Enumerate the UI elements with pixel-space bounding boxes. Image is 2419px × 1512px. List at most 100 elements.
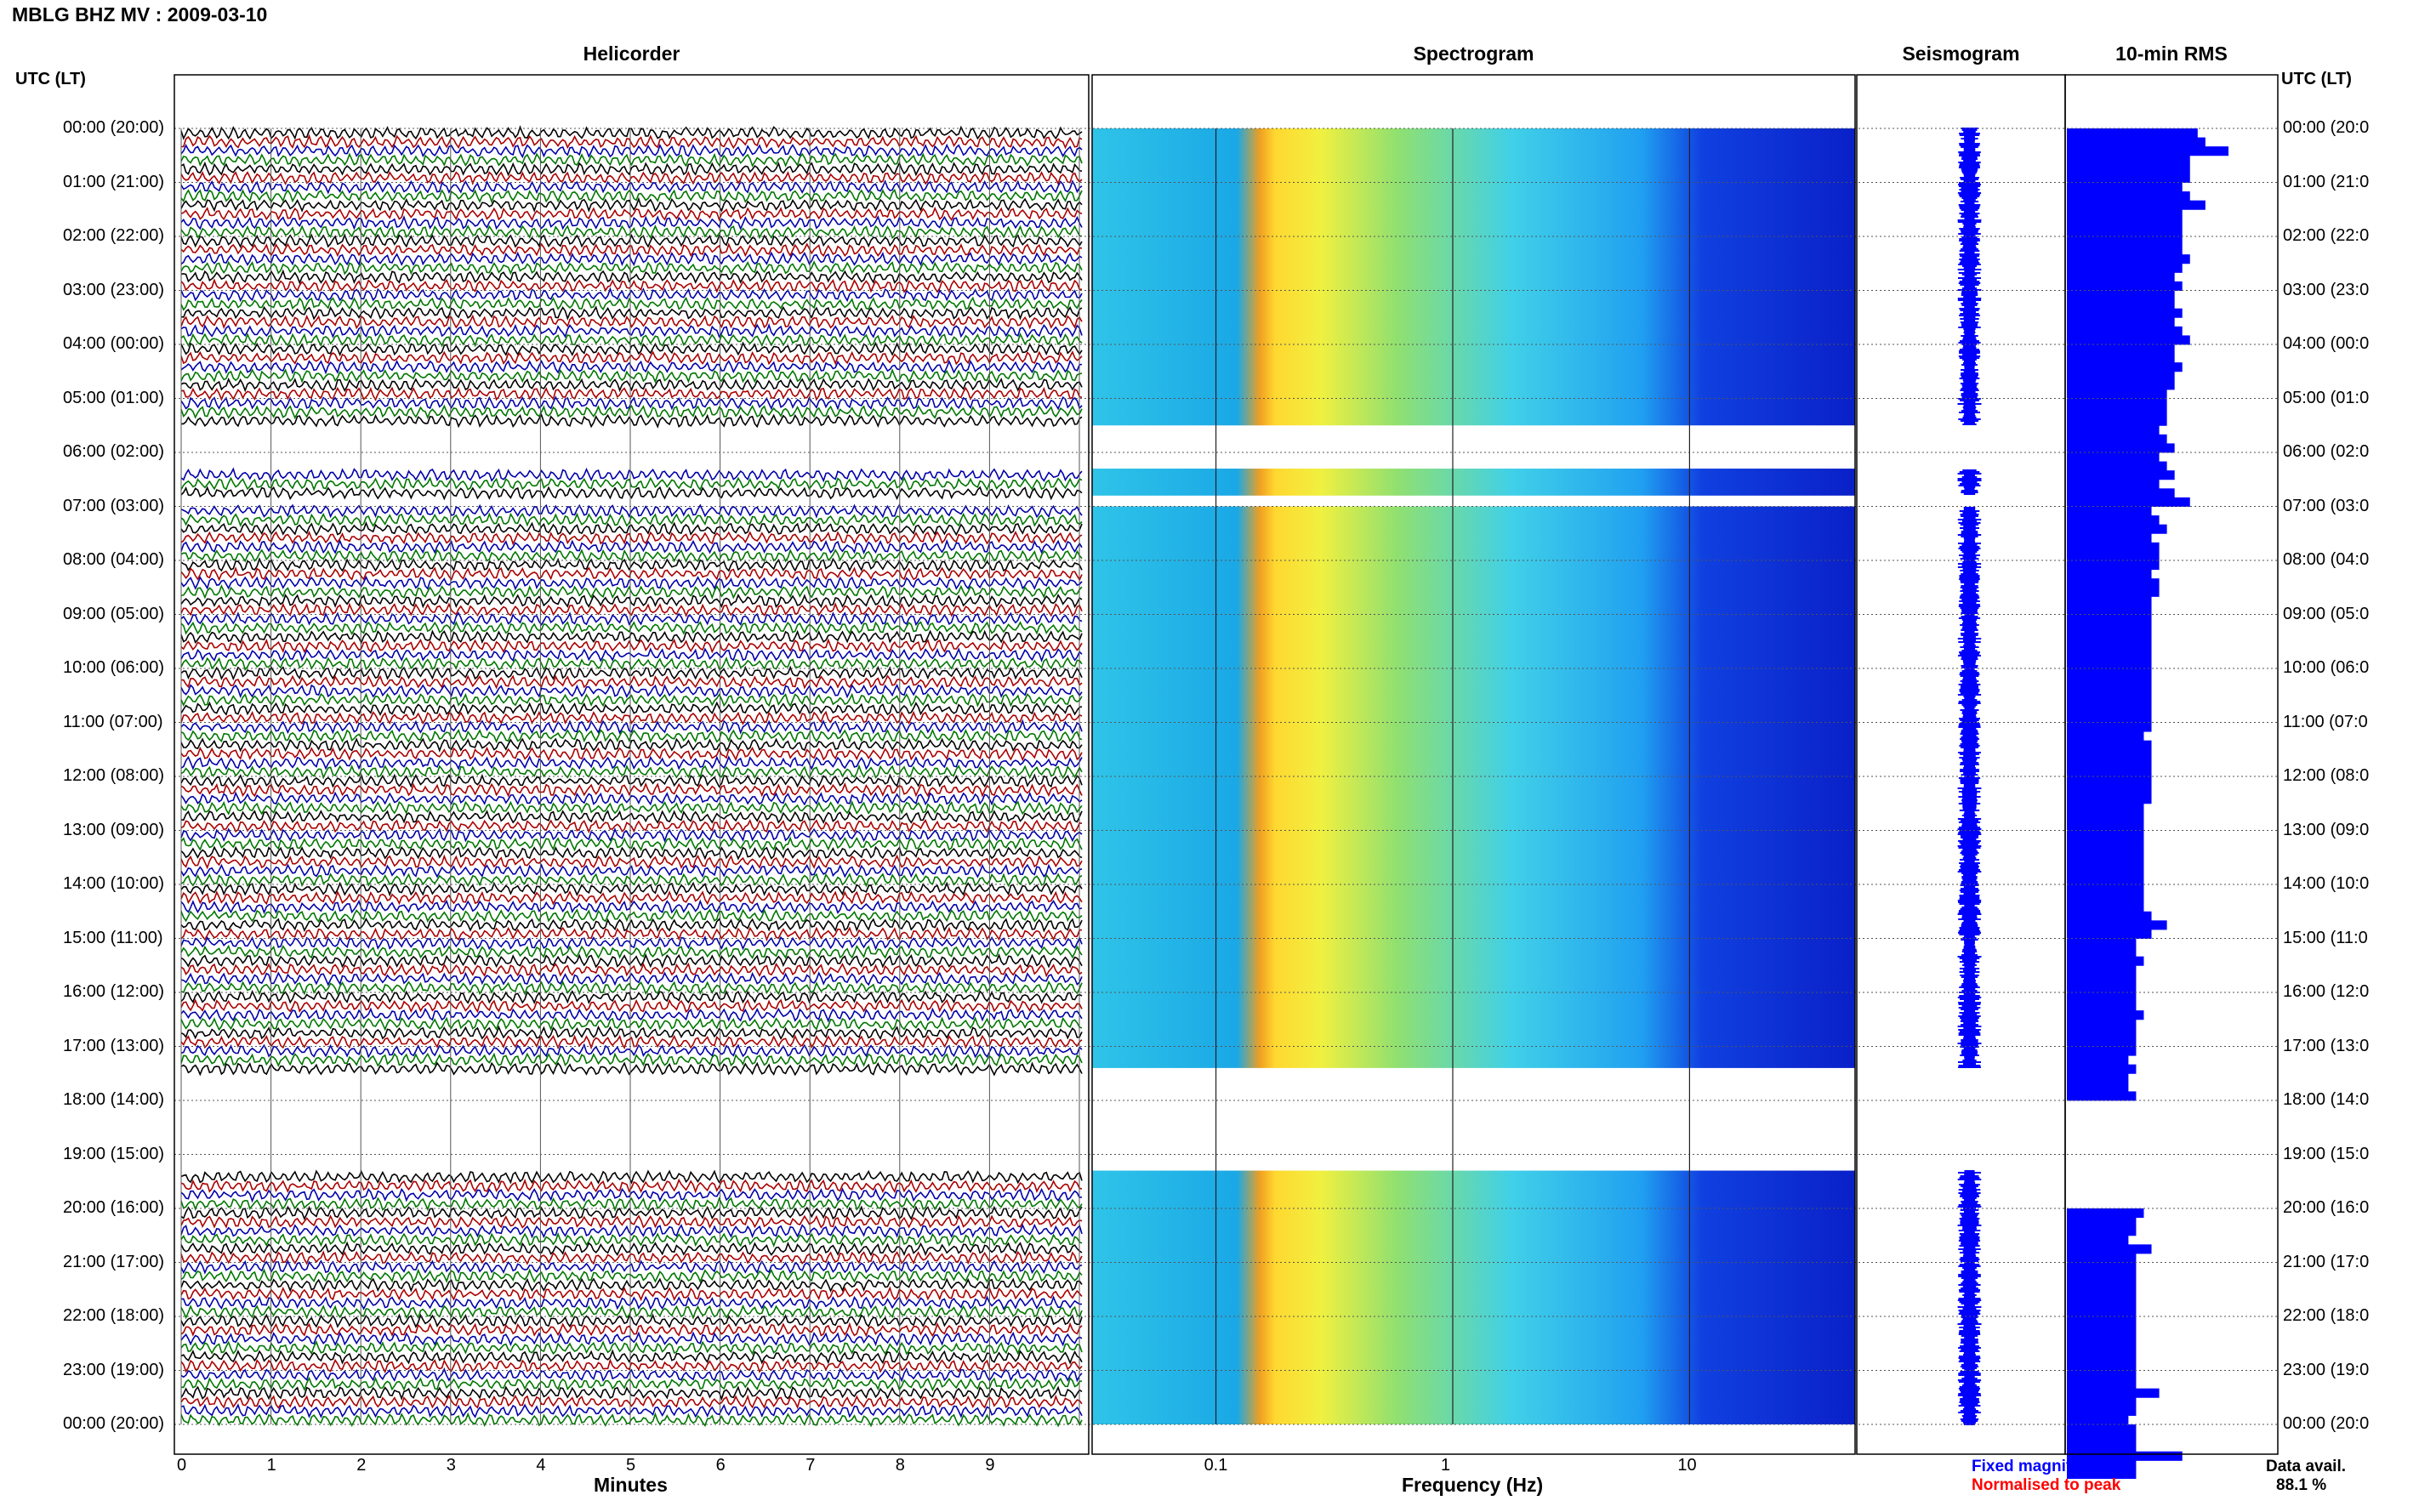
rms-bar	[2067, 1343, 2137, 1353]
rms-bar	[2067, 1451, 2183, 1461]
rms-bar	[2067, 776, 2152, 787]
rms-bar	[2067, 371, 2175, 381]
rms-bar	[2067, 1415, 2129, 1425]
rms-bar	[2067, 1352, 2137, 1362]
trace-line	[180, 1025, 1083, 1041]
trace-line	[180, 368, 1083, 384]
minute-tick-label: 4	[536, 1456, 546, 1475]
time-label-right: 22:00 (18:0	[2283, 1306, 2370, 1325]
rms-bar	[2067, 1424, 2137, 1435]
rms-bar	[2067, 1271, 2137, 1282]
trace-line	[180, 1007, 1083, 1023]
data-avail-label: Data avail.	[2266, 1458, 2346, 1475]
utc-right-label: UTC (LT)	[2281, 70, 2352, 88]
time-label-left: 07:00 (03:00)	[63, 496, 164, 515]
trace-line	[180, 791, 1083, 806]
rms-bar	[2067, 1046, 2137, 1056]
time-label-right: 17:00 (13:0	[2283, 1036, 2370, 1055]
rms-bar	[2067, 398, 2167, 408]
panel-frames	[174, 74, 2279, 1455]
trace-line	[180, 503, 1083, 519]
trace-line	[180, 1340, 1083, 1356]
time-label-left: 17:00 (13:00)	[63, 1036, 164, 1055]
rms-bar	[2067, 668, 2152, 679]
trace-line	[180, 332, 1083, 348]
rms-bar	[2067, 308, 2183, 318]
rms-bar	[2067, 533, 2152, 543]
trace-line	[180, 746, 1083, 762]
spectrogram-band	[1092, 506, 1855, 1068]
rms-bar	[2067, 434, 2167, 444]
trace-line	[180, 638, 1083, 654]
rms-bar	[2067, 551, 2160, 561]
rms-bar	[2067, 560, 2160, 571]
time-label-left: 19:00 (15:00)	[63, 1144, 164, 1163]
minute-tick-label: 3	[446, 1456, 456, 1475]
rms-bar	[2067, 623, 2152, 634]
rms-bar	[2067, 407, 2167, 418]
trace-line	[180, 538, 1083, 554]
rms-bar	[2067, 335, 2190, 345]
rms-bar	[2067, 488, 2175, 498]
rms-bar	[2067, 1406, 2137, 1416]
rms-bar	[2067, 1361, 2137, 1371]
rms-bar	[2067, 353, 2175, 363]
rms-bar	[2067, 1316, 2137, 1327]
rms-bar	[2067, 281, 2183, 291]
trace-line	[180, 836, 1083, 852]
seismogram-title: Seismogram	[1902, 43, 2020, 65]
rms-bar	[2067, 596, 2152, 606]
trace-line	[180, 170, 1083, 186]
trace-line	[180, 701, 1083, 717]
rms-bar	[2067, 1064, 2137, 1074]
trace-line	[180, 486, 1083, 501]
rms-bar	[2067, 1325, 2137, 1335]
time-label-right: 09:00 (05:0	[2283, 604, 2370, 623]
rms-bar	[2067, 578, 2160, 588]
trace-line	[180, 657, 1083, 672]
panel-frame	[174, 74, 1090, 1455]
trace-line	[180, 1016, 1083, 1032]
trace-line	[180, 296, 1083, 312]
rms-bar	[2067, 1019, 2137, 1029]
rms-bar	[2067, 326, 2183, 336]
minute-tick-label: 7	[805, 1456, 816, 1475]
minute-tick-label: 8	[895, 1456, 905, 1475]
rms-bar	[2067, 893, 2144, 903]
trace-line	[180, 873, 1083, 888]
rms-bar	[2067, 911, 2152, 921]
trace-line	[180, 989, 1083, 1005]
rms-bar	[2067, 506, 2152, 516]
rms-bar	[2067, 236, 2183, 247]
time-label-right: 01:00 (21:0	[2283, 172, 2370, 191]
spectrogram-band	[1092, 1170, 1855, 1424]
rms-bar	[2067, 443, 2175, 453]
trace-line	[180, 1367, 1083, 1383]
trace-line	[180, 125, 1083, 140]
rms-bar	[2067, 983, 2137, 993]
rms-bar	[2067, 1433, 2137, 1443]
trace-line	[180, 810, 1083, 824]
trace-line	[180, 1349, 1083, 1365]
rms-bar	[2067, 452, 2160, 463]
rms-bar	[2067, 686, 2152, 696]
trace-line	[180, 305, 1083, 321]
rms-bar	[2067, 1307, 2137, 1317]
rms-bar	[2067, 1370, 2137, 1380]
trace-line	[180, 737, 1083, 753]
rms-bar	[2067, 470, 2175, 480]
rms-bar	[2067, 1235, 2129, 1245]
rms-bar	[2067, 1001, 2137, 1011]
panel-frame	[1091, 74, 1856, 1455]
trace-line	[180, 341, 1083, 357]
rms-bar	[2067, 713, 2152, 723]
rms-bar	[2067, 362, 2183, 372]
rms-bar	[2067, 191, 2190, 202]
panel-frame	[2064, 74, 2279, 1455]
trace-line	[180, 1322, 1083, 1338]
time-label-right: 13:00 (09:0	[2283, 820, 2370, 839]
trace-line	[180, 1376, 1083, 1392]
rms-bar	[2067, 947, 2137, 958]
trace-line	[180, 1231, 1083, 1248]
